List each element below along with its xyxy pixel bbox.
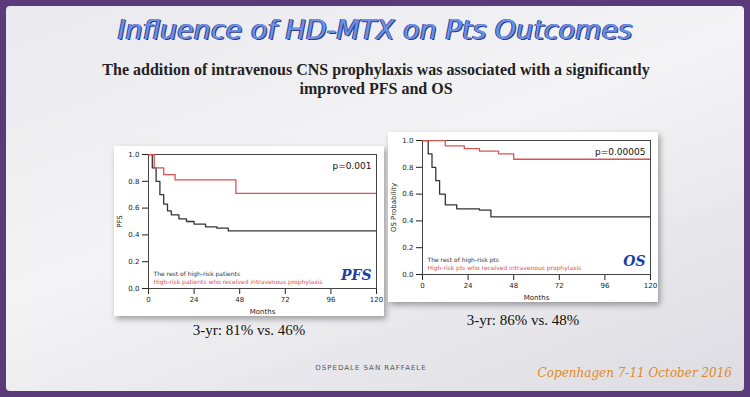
svg-text:0.4: 0.4 — [402, 217, 414, 225]
svg-text:0.6: 0.6 — [128, 204, 140, 212]
svg-text:High-risk pts who received int: High-risk pts who received intravenous p… — [428, 264, 582, 272]
svg-text:72: 72 — [555, 282, 564, 290]
svg-text:0.4: 0.4 — [128, 231, 140, 239]
svg-text:24: 24 — [464, 282, 473, 290]
svg-text:p=0.001: p=0.001 — [332, 161, 371, 171]
svg-text:OS: OS — [623, 253, 645, 269]
svg-text:0.0: 0.0 — [128, 285, 139, 293]
svg-text:96: 96 — [600, 282, 609, 290]
html-text:OSPEDALE SAN RAFFAELE: OSPEDALE SAN RAFFAELE — [315, 364, 427, 372]
svg-text:48: 48 — [509, 282, 518, 290]
svg-text:120: 120 — [370, 296, 383, 304]
svg-text:96: 96 — [326, 296, 335, 304]
svg-text:0.2: 0.2 — [128, 258, 139, 266]
svg-text:The rest of high-risk patients: The rest of high-risk patients — [153, 270, 241, 278]
svg-text:0.8: 0.8 — [128, 178, 139, 186]
svg-text:p=0.00005: p=0.00005 — [595, 147, 645, 157]
html-text:Influence of HD-MTX on Pts Out: Influence of HD-MTX on Pts Outcomes — [117, 14, 633, 45]
svg-text:0.0: 0.0 — [402, 271, 413, 279]
svg-text:The rest of high-risk pts: The rest of high-risk pts — [427, 256, 499, 264]
svg-text:48: 48 — [235, 296, 244, 304]
svg-text:PFS: PFS — [116, 215, 124, 228]
svg-text:24: 24 — [190, 296, 199, 304]
svg-text:0: 0 — [420, 282, 424, 290]
svg-text:Months: Months — [250, 308, 276, 316]
html-text:3-yr: 86% vs. 48%: 3-yr: 86% vs. 48% — [466, 312, 580, 328]
svg-text:0.2: 0.2 — [402, 244, 413, 252]
svg-text:120: 120 — [644, 282, 657, 290]
html-text:The addition of intravenous CN: The addition of intravenous CNS prophyla… — [102, 61, 650, 97]
svg-text:PFS: PFS — [340, 267, 372, 283]
svg-text:OS Probability: OS Probability — [390, 183, 398, 232]
svg-text:72: 72 — [281, 296, 290, 304]
svg-text:Months: Months — [524, 294, 550, 302]
svg-text:High-risk patients who receive: High-risk patients who received intraven… — [154, 278, 323, 286]
svg-text:0: 0 — [146, 296, 150, 304]
svg-text:1.0: 1.0 — [402, 137, 413, 145]
svg-text:0.6: 0.6 — [402, 190, 414, 198]
html-text:Copenhagen 7-11 October 2016: Copenhagen 7-11 October 2016 — [537, 366, 732, 380]
html-text:3-yr: 81% vs. 46%: 3-yr: 81% vs. 46% — [192, 322, 306, 338]
svg-text:1.0: 1.0 — [128, 151, 139, 159]
svg-text:0.8: 0.8 — [402, 164, 413, 172]
